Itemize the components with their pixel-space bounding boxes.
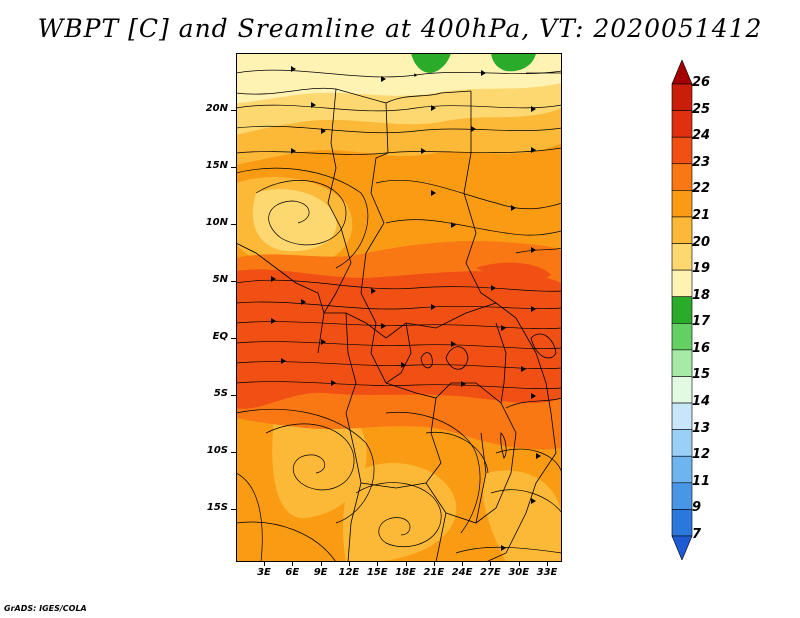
lat-tick-mark xyxy=(231,167,236,168)
footer-credit: GrADS: IGES/COLA xyxy=(4,604,87,613)
wbpt-field-19 xyxy=(252,189,337,252)
lat-tick-label: 15N xyxy=(205,160,228,171)
colorbar-label: 12 xyxy=(692,447,711,463)
lat-tick-mark xyxy=(231,395,236,396)
lon-tick-label: 27E xyxy=(480,567,501,578)
lon-tick-mark xyxy=(320,562,322,566)
lon-tick-label: 12E xyxy=(338,567,360,578)
lat-tick-mark xyxy=(231,509,236,510)
colorbar-label: 19 xyxy=(692,261,711,277)
map-title: WBPT [C] and Sreamline at 400hPa, VT: 20… xyxy=(37,14,763,43)
lon-tick-mark xyxy=(490,562,492,566)
lat-tick-mark xyxy=(231,281,236,282)
colorbar-cell xyxy=(671,243,693,271)
colorbar-cell xyxy=(671,163,693,191)
colorbar-cell xyxy=(671,376,693,404)
lat-tick-mark xyxy=(231,338,236,339)
lat-tick-label: EQ xyxy=(212,331,228,342)
lon-tick-label: 15E xyxy=(366,567,388,578)
colorbar-cell xyxy=(671,136,693,165)
colorbar-label: 16 xyxy=(692,340,711,356)
lon-tick-mark xyxy=(547,562,548,566)
lon-tick-label: 18E xyxy=(395,567,416,578)
lat-tick-label: 15S xyxy=(206,502,228,513)
wbpt-field-20 xyxy=(343,463,457,562)
colorbar-label: 21 xyxy=(692,207,711,223)
lat-tick-mark xyxy=(231,452,236,453)
lon-tick-mark xyxy=(462,562,464,566)
lon-tick-label: 3E xyxy=(257,567,271,578)
colorbar-cell xyxy=(671,322,693,351)
lon-tick-mark xyxy=(292,562,294,566)
lon-tick-mark xyxy=(433,562,435,566)
lat-tick-label: 5S xyxy=(213,388,228,399)
colorbar-cell xyxy=(671,455,693,484)
colorbar-cell xyxy=(671,269,693,298)
colorbar-label: 11 xyxy=(692,473,711,489)
wbpt-field-23 xyxy=(476,262,551,282)
colorbar-label: 17 xyxy=(692,314,711,330)
streamlines xyxy=(236,69,562,562)
lon-tick-label: 6E xyxy=(285,567,300,578)
lon-tick-label: 9E xyxy=(313,567,328,578)
wbpt-field-23 xyxy=(236,269,562,409)
map-border xyxy=(236,53,562,562)
colorbar-cell xyxy=(671,83,693,111)
lon-tick-mark xyxy=(405,562,407,566)
colorbar-label: 24 xyxy=(692,128,711,144)
lat-tick-label: 20N xyxy=(205,103,228,114)
colorbar-cell xyxy=(671,296,693,324)
lat-tick-mark xyxy=(231,110,236,111)
lon-tick-label: 24E xyxy=(451,567,473,578)
colorbar-cell xyxy=(671,60,693,85)
colorbar xyxy=(671,60,693,560)
lat-tick-mark xyxy=(231,224,236,225)
lon-tick-mark xyxy=(264,562,265,566)
wbpt-field-17 xyxy=(411,53,536,73)
colorbar-cell xyxy=(671,482,693,510)
colorbar-cell xyxy=(671,216,693,244)
lon-tick-label: 33E xyxy=(536,567,558,578)
lat-tick-label: 10S xyxy=(206,445,228,456)
colorbar-cell xyxy=(671,429,693,457)
colorbar-label: 18 xyxy=(692,287,711,303)
lat-tick-label: 10N xyxy=(205,217,228,228)
colorbar-label: 7 xyxy=(692,527,702,542)
colorbar-cell xyxy=(671,349,693,377)
colorbar-label: 15 xyxy=(692,367,711,383)
colorbar-cell xyxy=(671,535,693,560)
colorbar-label: 23 xyxy=(692,154,711,170)
colorbar-label: 13 xyxy=(692,420,711,436)
map-panel xyxy=(236,53,562,562)
country-borders xyxy=(236,72,562,562)
colorbar-label: 14 xyxy=(692,394,711,410)
colorbar-label: 9 xyxy=(692,500,702,516)
colorbar-cell xyxy=(671,110,693,138)
lon-tick-label: 30E xyxy=(508,567,530,578)
colorbar-cell xyxy=(671,509,693,537)
lon-tick-mark xyxy=(518,562,520,566)
streamline-arrows xyxy=(271,66,541,551)
colorbar-label: 20 xyxy=(692,234,711,250)
colorbar-cell xyxy=(671,402,693,430)
lon-tick-mark xyxy=(348,562,350,566)
lat-tick-label: 5N xyxy=(212,274,228,285)
lon-tick-label: 21E xyxy=(423,567,445,578)
colorbar-label: 25 xyxy=(692,101,711,117)
wbpt-field-18 xyxy=(236,53,562,103)
lon-tick-mark xyxy=(377,562,379,566)
colorbar-cell xyxy=(671,190,693,218)
colorbar-label: 26 xyxy=(692,75,711,90)
colorbar-label: 22 xyxy=(692,181,711,197)
